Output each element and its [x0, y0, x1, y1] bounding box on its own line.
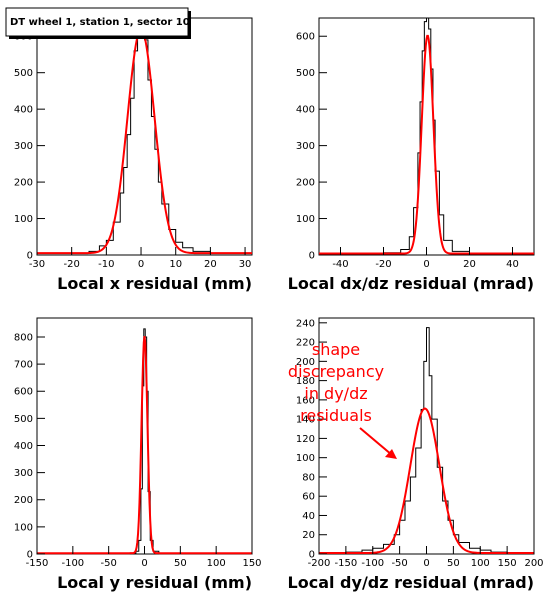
y-tick-label: 200 — [14, 178, 33, 189]
x-tick-label: -150 — [26, 558, 49, 569]
x-tick-label: -100 — [361, 558, 384, 569]
y-tick-label: 0 — [27, 251, 33, 262]
x-tick-label: 150 — [498, 558, 517, 569]
x-tick-label: -200 — [308, 558, 331, 569]
x-tick-label: 0 — [423, 558, 429, 569]
x-tick-label: 0 — [138, 259, 144, 270]
x-tick-label: 10 — [169, 259, 182, 270]
x-tick-label: -20 — [64, 259, 80, 270]
x-tick-label: -150 — [335, 558, 358, 569]
y-tick-label: 500 — [14, 414, 33, 425]
y-tick-label: 100 — [14, 214, 33, 225]
x-tick-label: -10 — [98, 259, 114, 270]
x-tick-label: -40 — [332, 259, 348, 270]
gaussian-fit-curve — [319, 407, 534, 555]
x-tick-label: -20 — [375, 259, 391, 270]
y-tick-label: 120 — [296, 434, 315, 445]
title-box: DT wheel 1, station 1, sector 10 — [5, 7, 191, 39]
x-axis-title: Local dy/dz residual (mrad) — [288, 573, 534, 592]
x-axis-title: Local x residual (mm) — [57, 274, 252, 293]
y-tick-label: 100 — [296, 453, 315, 464]
annotation-line: in dy/dz — [304, 384, 367, 403]
y-tick-label: 300 — [296, 141, 315, 152]
annotation-arrowhead — [385, 449, 397, 459]
y-tick-label: 600 — [14, 387, 33, 398]
x-tick-label: 200 — [524, 558, 543, 569]
plot-frame — [318, 17, 535, 256]
histogram-panel-3: -150 -100 -50 0 50 100 150 0 100 200 300 400 500 600 7… — [14, 317, 262, 592]
x-tick-label: 30 — [239, 259, 252, 270]
y-tick-label: 200 — [14, 495, 33, 506]
x-tick-label: 20 — [204, 259, 217, 270]
histogram-panel-1: -30-20-1001020300100200300400500600Local… — [14, 17, 253, 293]
y-tick-label: 0 — [309, 251, 315, 262]
x-tick-label: 150 — [242, 558, 261, 569]
x-tick-label: 100 — [207, 558, 226, 569]
y-tick-label: 300 — [14, 468, 33, 479]
x-tick-label: 40 — [506, 259, 519, 270]
gaussian-fit-curve — [319, 34, 534, 255]
y-tick-label: 60 — [302, 492, 315, 503]
y-tick-label: 400 — [14, 441, 33, 452]
y-tick-label: 400 — [14, 105, 33, 116]
y-tick-label: 80 — [302, 472, 315, 483]
x-tick-label: 50 — [174, 558, 187, 569]
y-tick-label: 40 — [302, 511, 315, 522]
y-tick-label: 240 — [296, 318, 315, 329]
x-tick-label: 50 — [447, 558, 460, 569]
histogram-panel-4: -200 -150 -100 -50 0 50 100 150 200 0 20 40 60 80 100 1… — [288, 317, 544, 592]
y-tick-label: 700 — [14, 360, 33, 371]
y-tick-label: 500 — [14, 68, 33, 79]
x-tick-label: -30 — [29, 259, 45, 270]
y-tick-label: 160 — [296, 395, 315, 406]
annotation-arrow — [359, 427, 393, 456]
y-tick-label: 500 — [296, 68, 315, 79]
figure-title: DT wheel 1, station 1, sector 10 — [10, 17, 190, 28]
y-tick-label: 200 — [296, 178, 315, 189]
x-tick-label: -100 — [61, 558, 84, 569]
y-tick-label: 600 — [296, 32, 315, 43]
annotation-line: residuals — [300, 406, 372, 425]
plot-frame — [36, 317, 253, 555]
y-tick-label: 0 — [27, 550, 33, 561]
y-tick-label: 200 — [296, 357, 315, 368]
y-tick-label: 180 — [296, 376, 315, 387]
y-tick-label: 100 — [296, 214, 315, 225]
x-axis-title: Local dx/dz residual (mrad) — [288, 274, 534, 293]
y-tick-label: 100 — [14, 522, 33, 533]
shape-discrepancy-annotation: shape discrepancy in dy/dz residuals — [288, 340, 397, 459]
annotation-line: discrepancy — [288, 362, 384, 381]
histogram-bars — [318, 327, 535, 554]
histogram-bars — [318, 17, 535, 255]
x-tick-label: 0 — [423, 259, 429, 270]
plot-frame — [36, 17, 253, 256]
y-tick-label: 0 — [309, 550, 315, 561]
annotation-line: shape — [312, 340, 360, 359]
y-tick-label: 140 — [296, 415, 315, 426]
y-tick-label: 220 — [296, 338, 315, 349]
x-tick-label: -50 — [100, 558, 116, 569]
y-tick-label: 400 — [296, 105, 315, 116]
x-tick-label: 0 — [141, 558, 147, 569]
y-tick-label: 300 — [14, 141, 33, 152]
y-tick-label: 20 — [302, 530, 315, 541]
x-tick-label: 20 — [463, 259, 476, 270]
x-axis-title: Local y residual (mm) — [57, 573, 252, 592]
x-tick-label: -50 — [391, 558, 407, 569]
y-tick-label: 800 — [14, 332, 33, 343]
x-tick-label: 100 — [471, 558, 490, 569]
